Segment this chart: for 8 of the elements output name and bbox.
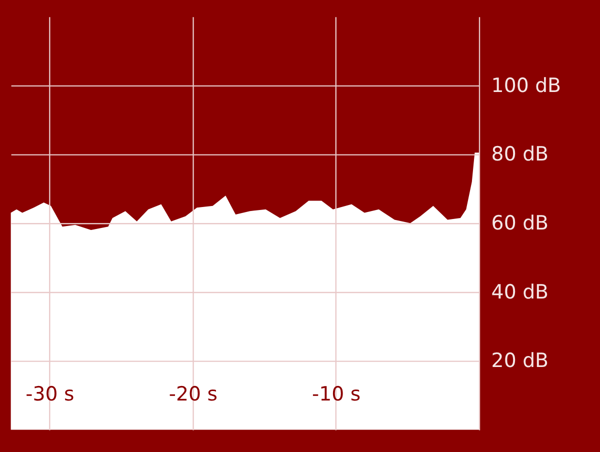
y-tick-label: 60 dB [491,212,549,235]
y-tick-label: 20 dB [491,349,549,372]
x-tick-label: -30 s [26,382,74,406]
y-tick-label: 80 dB [491,142,549,166]
x-tick-label: -20 s [168,382,218,406]
x-tick-label: -10 s [312,382,361,406]
y-tick-label: 100 dB [491,74,562,97]
y-tick-label: 40 dB [491,280,549,304]
